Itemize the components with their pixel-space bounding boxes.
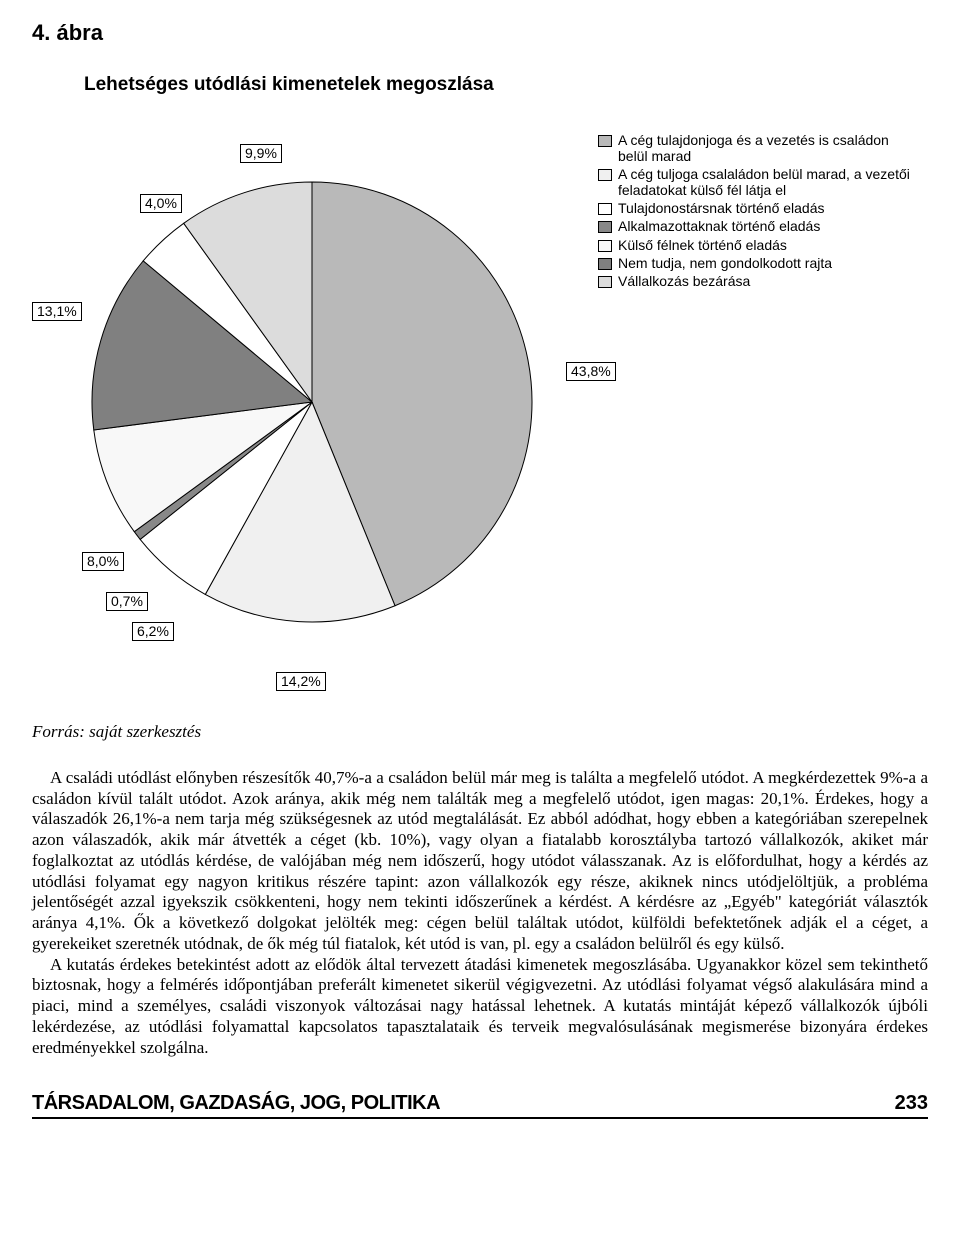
pie-svg <box>72 162 552 642</box>
paragraph: A családi utódlást előnyben részesítők 4… <box>32 768 928 955</box>
legend-label: Tulajdonostársnak történő eladás <box>618 200 825 216</box>
pie-slice-label: 9,9% <box>240 144 282 163</box>
footer-section-title: TÁRSADALOM, GAZDASÁG, JOG, POLITIKA <box>32 1092 440 1115</box>
legend-label: Alkalmazottaknak történő eladás <box>618 218 820 234</box>
footer-page-number: 233 <box>895 1092 928 1115</box>
legend-swatch <box>598 135 612 147</box>
page-footer: TÁRSADALOM, GAZDASÁG, JOG, POLITIKA 233 <box>32 1092 928 1119</box>
chart-source: Forrás: saját szerkesztés <box>32 722 928 742</box>
pie-slice-label: 0,7% <box>106 592 148 611</box>
legend-item: A cég tuljoga csalaládon belül marad, a … <box>598 166 918 198</box>
legend-swatch <box>598 203 612 215</box>
legend-swatch <box>598 169 612 181</box>
figure-number: 4. ábra <box>32 20 928 46</box>
legend-label: A cég tuljoga csalaládon belül marad, a … <box>618 166 918 198</box>
pie-slice-label: 14,2% <box>276 672 326 691</box>
legend-item: Nem tudja, nem gondolkodott rajta <box>598 255 918 271</box>
pie-slice-label: 4,0% <box>140 194 182 213</box>
legend-swatch <box>598 258 612 270</box>
pie-slice-label: 6,2% <box>132 622 174 641</box>
legend-swatch <box>598 221 612 233</box>
chart-title: Lehetséges utódlási kimenetelek megoszlá… <box>84 74 928 96</box>
body-text: A családi utódlást előnyben részesítők 4… <box>32 768 928 1058</box>
legend-item: A cég tulajdonjoga és a vezetés is csalá… <box>598 132 918 164</box>
legend-swatch <box>598 240 612 252</box>
legend-label: A cég tulajdonjoga és a vezetés is csalá… <box>618 132 918 164</box>
legend-item: Alkalmazottaknak történő eladás <box>598 218 918 234</box>
legend-item: Külső félnek történő eladás <box>598 237 918 253</box>
pie-slice-label: 8,0% <box>82 552 124 571</box>
legend-swatch <box>598 276 612 288</box>
legend-label: Nem tudja, nem gondolkodott rajta <box>618 255 832 271</box>
pie-chart: A cég tulajdonjoga és a vezetés is csalá… <box>32 132 922 692</box>
pie-slice-label: 13,1% <box>32 302 82 321</box>
legend-label: Vállalkozás bezárása <box>618 273 750 289</box>
legend-item: Tulajdonostársnak történő eladás <box>598 200 918 216</box>
chart-legend: A cég tulajdonjoga és a vezetés is csalá… <box>598 132 918 291</box>
pie-slice-label: 43,8% <box>566 362 616 381</box>
paragraph: A kutatás érdekes betekintést adott az e… <box>32 955 928 1059</box>
legend-label: Külső félnek történő eladás <box>618 237 787 253</box>
legend-item: Vállalkozás bezárása <box>598 273 918 289</box>
